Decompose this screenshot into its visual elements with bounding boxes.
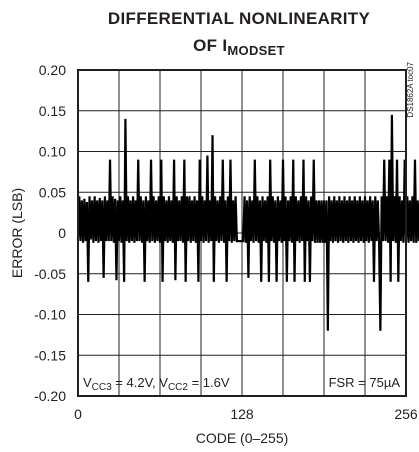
y-tick-label: -0.05 xyxy=(34,266,66,282)
y-tick-label: 0.05 xyxy=(39,184,66,200)
y-tick-label: 0.20 xyxy=(39,62,66,78)
x-axis-label: CODE (0–255) xyxy=(196,430,289,446)
x-tick-label: 128 xyxy=(230,406,254,422)
chart-title-line1: DIFFERENTIAL NONLINEARITY xyxy=(108,9,371,28)
y-tick-label: 0 xyxy=(58,225,66,241)
y-tick-label: 0.15 xyxy=(39,103,66,119)
annot-v1: V xyxy=(83,375,92,390)
y-tick-label: 0.10 xyxy=(39,144,66,160)
annotation-conditions: VCC3 = 4.2V, VCC2 = 1.6V xyxy=(83,375,230,393)
y-tick-label: -0.15 xyxy=(34,347,66,363)
doc-code: DS1862A toc07 xyxy=(406,61,415,117)
annot-sub2: CC2 xyxy=(168,382,188,393)
dnl-trace xyxy=(76,114,419,331)
y-tick-labels: 0.20 0.15 0.10 0.05 0 -0.05 -0.10 -0.15 -0.20 xyxy=(34,62,66,404)
annot-sub1: CC3 xyxy=(92,382,112,393)
x-tick-labels: 0 128 256 xyxy=(74,406,418,422)
chart-title-line2-sub: MODSET xyxy=(227,43,284,58)
y-tick-label: -0.10 xyxy=(34,307,66,323)
x-tick-label: 256 xyxy=(394,406,418,422)
y-tick-label: -0.20 xyxy=(34,388,66,404)
y-axis-label: ERROR (LSB) xyxy=(9,188,25,278)
chart-title-line2-main: OF I xyxy=(193,36,227,55)
annot-t1: = 4.2V, V xyxy=(112,375,169,390)
chart-title-line2: OF IMODSET xyxy=(193,36,285,58)
annot-t2: = 1.6V xyxy=(188,375,230,390)
plot-frame xyxy=(77,69,407,397)
x-tick-label: 0 xyxy=(74,406,82,422)
annotation-fsr: FSR = 75µA xyxy=(329,375,401,390)
series-group xyxy=(76,114,419,331)
